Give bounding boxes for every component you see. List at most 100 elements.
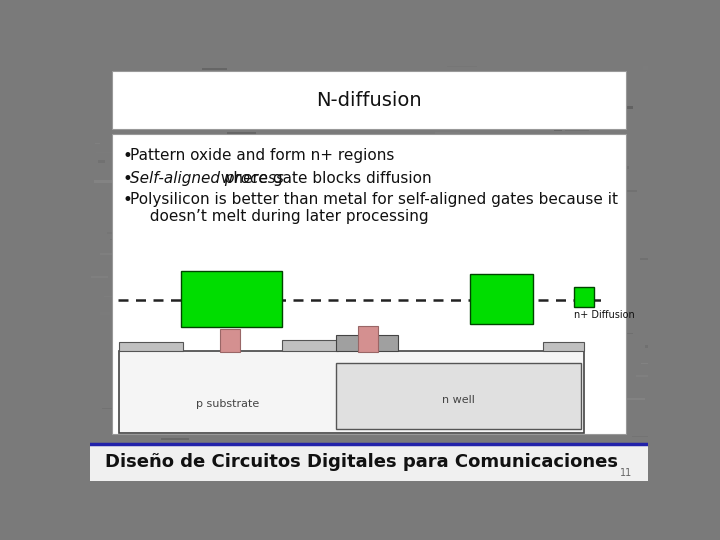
Text: where gate blocks diffusion: where gate blocks diffusion (216, 171, 432, 186)
Bar (100, 313, 110, 315)
Bar (356, 381, 384, 384)
Bar (233, 325, 245, 328)
Bar (344, 149, 356, 151)
Bar (272, 147, 297, 150)
Bar (623, 166, 629, 168)
Bar (239, 123, 256, 125)
Bar (268, 397, 288, 399)
Bar (148, 441, 176, 443)
Bar (472, 75, 487, 77)
Bar (598, 149, 616, 151)
Text: Polysilicon is better than metal for self-aligned gates because it: Polysilicon is better than metal for sel… (130, 192, 618, 207)
Bar (453, 100, 468, 101)
Bar (528, 72, 535, 75)
Bar (333, 477, 361, 480)
Bar (253, 268, 273, 271)
Bar (312, 446, 333, 448)
Bar (537, 450, 562, 453)
Bar (192, 163, 202, 165)
Bar (636, 375, 660, 377)
Bar (446, 66, 477, 67)
Bar (107, 232, 135, 234)
Bar (495, 359, 518, 361)
Bar (606, 106, 633, 109)
Bar (228, 92, 243, 94)
Bar (143, 367, 149, 369)
Bar (510, 289, 521, 293)
Bar (422, 126, 448, 127)
Bar (91, 276, 108, 278)
Bar (120, 351, 585, 433)
Text: p substrate: p substrate (197, 399, 260, 409)
Bar (347, 361, 355, 362)
Bar (526, 425, 534, 428)
Bar (543, 342, 585, 351)
Bar (640, 258, 670, 260)
Bar (372, 354, 392, 355)
Bar (565, 130, 589, 131)
Bar (513, 364, 529, 366)
Text: •: • (122, 191, 132, 208)
Bar (90, 444, 648, 481)
Bar (220, 329, 240, 352)
Bar (437, 422, 441, 423)
Bar (612, 420, 625, 422)
Bar (574, 287, 594, 307)
Bar (320, 235, 330, 237)
Bar (171, 108, 191, 109)
Bar (94, 180, 117, 183)
Bar (637, 319, 642, 321)
Bar (411, 480, 433, 482)
Bar (402, 191, 407, 193)
Bar (115, 265, 145, 267)
Bar (358, 326, 378, 352)
Bar (120, 342, 183, 351)
Bar (258, 228, 274, 230)
Bar (526, 255, 545, 256)
Bar (619, 446, 636, 447)
Bar (181, 271, 282, 327)
Bar (158, 309, 181, 310)
Bar (98, 160, 105, 163)
Bar (526, 415, 536, 416)
Bar (138, 296, 163, 299)
Bar (194, 299, 200, 301)
Bar (95, 143, 100, 144)
Bar (405, 303, 422, 305)
Bar (201, 443, 222, 444)
Bar (220, 286, 240, 288)
Bar (180, 273, 188, 275)
Bar (414, 209, 434, 210)
Bar (294, 201, 309, 204)
Bar (345, 165, 366, 166)
Bar (526, 111, 557, 113)
Bar (464, 247, 490, 249)
Bar (379, 196, 405, 199)
Bar (318, 315, 348, 317)
Text: doesn’t melt during later processing: doesn’t melt during later processing (140, 209, 428, 224)
Bar (340, 228, 346, 231)
Bar (139, 339, 154, 341)
Bar (513, 474, 528, 476)
Bar (562, 139, 577, 141)
Bar (554, 400, 569, 401)
Bar (455, 468, 485, 469)
Bar (231, 187, 256, 190)
Bar (266, 413, 283, 414)
Bar (202, 117, 220, 119)
Bar (631, 436, 657, 437)
Bar (150, 446, 161, 447)
Bar (352, 127, 361, 130)
Bar (521, 194, 544, 197)
Bar (454, 399, 472, 402)
Bar (204, 374, 209, 377)
Bar (409, 262, 420, 263)
Bar (557, 476, 575, 479)
Bar (436, 132, 460, 135)
Bar (387, 339, 399, 342)
Bar (178, 126, 207, 128)
Bar (515, 392, 522, 394)
Text: Pattern oxide and form n+ regions: Pattern oxide and form n+ regions (130, 148, 395, 163)
Bar (353, 300, 377, 302)
Text: n+ Diffusion: n+ Diffusion (574, 310, 634, 320)
